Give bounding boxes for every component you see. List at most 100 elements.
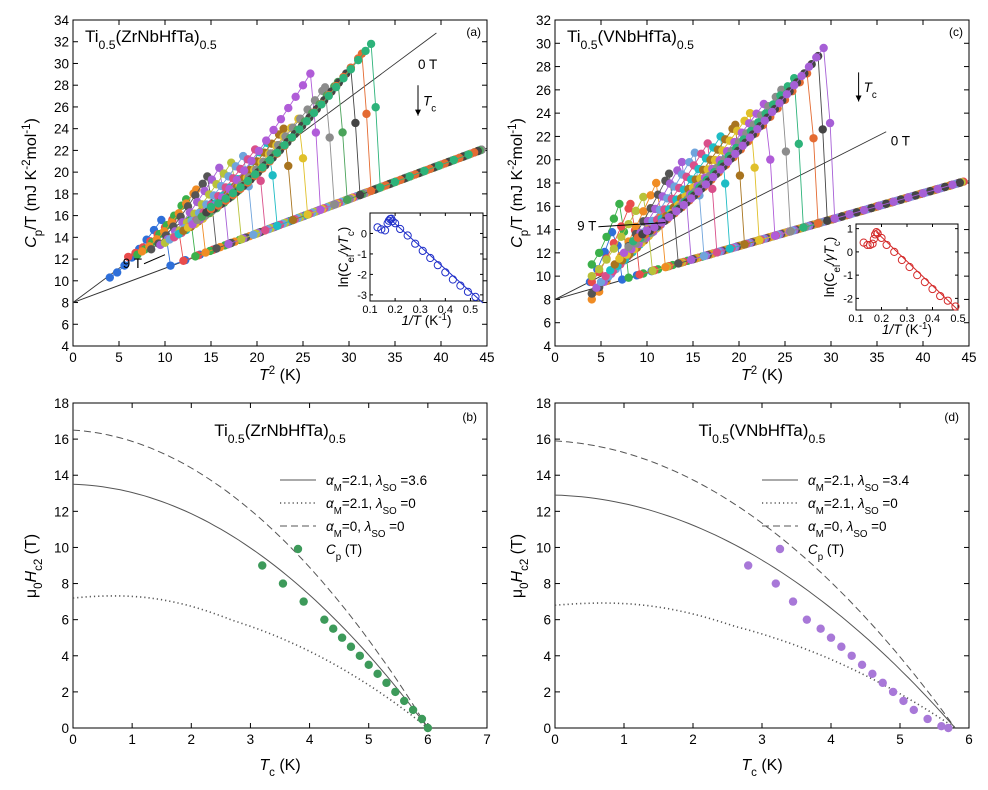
- legend-entry-2-part: =2.1,: [824, 496, 858, 511]
- legend-entry-4-part: (T): [823, 542, 844, 557]
- data-point-field-5: [587, 295, 596, 304]
- x-axis-label: T2 (K): [259, 365, 301, 384]
- main-y-tick-label: 8: [543, 577, 551, 592]
- main-x-tick-label: 6: [965, 732, 973, 747]
- data-point-field-18: [228, 189, 238, 198]
- inset-data-point: [897, 255, 907, 265]
- x-axis-label-part: (K): [275, 757, 301, 774]
- inset-y-axis-label-part: el: [346, 255, 357, 263]
- data-point-field-18: [265, 156, 275, 165]
- legend-entry-4: Cp (T): [808, 542, 844, 563]
- legend-entry-1-part: =2.1,: [342, 473, 376, 488]
- main-y-tick-label: 6: [543, 613, 551, 628]
- data-point-field-18: [738, 141, 747, 151]
- main-y-tick-label: 24: [536, 106, 552, 121]
- data-point-field-18: [830, 214, 839, 223]
- main-x-tick-label: 10: [639, 350, 654, 365]
- main-y-tick-label: 16: [54, 209, 69, 224]
- main-y-tick-label: 4: [543, 649, 551, 664]
- data-point-field-18: [753, 124, 762, 134]
- hc2-data-point: [857, 660, 867, 670]
- main-y-tick-label: 20: [536, 153, 551, 168]
- hc2-data-point: [878, 678, 887, 688]
- annotation-arrow-9t: [143, 254, 166, 265]
- panel-title-part: 0.5: [99, 38, 116, 52]
- panel-title-part: 0.5: [677, 38, 694, 52]
- data-point-field-13: [311, 128, 321, 137]
- data-point-field-5: [212, 244, 221, 253]
- data-point-field-18: [280, 140, 289, 150]
- data-point-field-12: [298, 154, 308, 163]
- panel-title-part: (VNbHfTa): [729, 421, 808, 440]
- data-point-field-13: [619, 248, 629, 258]
- main-y-tick-label: 30: [54, 56, 69, 71]
- hc2-data-point: [258, 561, 267, 570]
- data-point-field-3: [191, 252, 200, 261]
- panel-title: Ti0.5(ZrNbHfTa)0.5: [85, 27, 217, 52]
- x-axis-label-part: (K): [275, 367, 301, 384]
- data-point-field-4: [201, 248, 210, 257]
- main-y-tick-label: 12: [536, 246, 551, 261]
- data-point-field-6: [215, 163, 224, 172]
- main-y-tick-label: 14: [536, 223, 552, 238]
- inset-data-point: [943, 296, 952, 305]
- inset-y-axis-label-part: /γT: [336, 234, 351, 256]
- y-axis-label: μ0Hc2 (T): [23, 534, 45, 598]
- data-point-field-11: [288, 215, 298, 225]
- inset-x-tick-label: 0.4: [925, 313, 940, 325]
- data-point-field-14: [330, 200, 339, 209]
- legend-entry-3-part: =0,: [824, 519, 847, 534]
- legend-entry-1: αM=2.1, λSO =3.4: [808, 473, 910, 494]
- inset-x-tick-label: 0.5: [950, 313, 965, 325]
- main-y-tick-label: 0: [543, 721, 551, 736]
- hc2-data-point: [944, 723, 953, 733]
- data-point-field-1: [166, 261, 175, 270]
- inset-data-point: [411, 239, 420, 248]
- y-axis-label-part: ): [509, 118, 526, 123]
- hc2-data-point: [355, 651, 365, 660]
- inset-data-point: [471, 292, 480, 302]
- legend-entry-2-part: SO: [865, 506, 879, 517]
- panel-hc2-d: 0 1 2 3 4 5 6024681012141618Ti0.5(VNbHfTa)0.5(…: [509, 396, 973, 779]
- inset-fit-line: [389, 218, 484, 304]
- legend-entry-2-part: M: [816, 506, 824, 517]
- main-x-tick-label: 15: [203, 350, 218, 365]
- data-point-field-18: [933, 184, 942, 194]
- main-y-tick-label: 2: [543, 685, 551, 700]
- main-x-tick-label: 10: [157, 350, 172, 365]
- data-point-field-18: [420, 166, 429, 176]
- data-point-field-3: [635, 270, 644, 279]
- legend-entry-2-part: α: [808, 496, 817, 511]
- data-point-field-13: [766, 155, 775, 164]
- main-x-tick-label: 35: [869, 350, 884, 365]
- main-x-tick-label: 0: [69, 350, 77, 365]
- data-point-field-18: [464, 150, 473, 159]
- data-point-field-5: [639, 207, 648, 216]
- data-point-field-1: [157, 215, 166, 225]
- data-point-field-15: [799, 223, 808, 232]
- inset-data-point: [388, 217, 397, 226]
- legend-entry-1-part: λ: [857, 473, 865, 488]
- data-point-field-18: [709, 172, 718, 182]
- legend-entry-1-part: α: [326, 473, 335, 488]
- data-point-field-10: [268, 171, 277, 180]
- data-point-field-2: [179, 256, 188, 266]
- data-point-field-13: [269, 125, 278, 135]
- data-point-field-4: [602, 255, 611, 264]
- data-point-field-18: [664, 212, 674, 222]
- field-curve-line-16: [206, 66, 478, 213]
- hc2-data-point: [909, 705, 918, 715]
- inset-x-tick-label: 0.3: [899, 313, 914, 325]
- data-point-field-18: [287, 133, 297, 142]
- data-point-field-5: [147, 245, 156, 254]
- y-axis-label-part: C: [509, 236, 526, 248]
- inset-x-axis-label: 1/T (K-1): [402, 312, 452, 329]
- data-point-field-2: [594, 248, 604, 258]
- main-y-tick-label: 0: [61, 721, 69, 736]
- main-y-tick-label: 16: [54, 432, 69, 447]
- legend-entry-3-part: M: [816, 529, 824, 540]
- data-point-field-4: [617, 232, 626, 242]
- data-point-field-18: [650, 223, 659, 232]
- data-point-field-18: [679, 200, 688, 210]
- legend-entry-4-part: (T): [341, 542, 362, 557]
